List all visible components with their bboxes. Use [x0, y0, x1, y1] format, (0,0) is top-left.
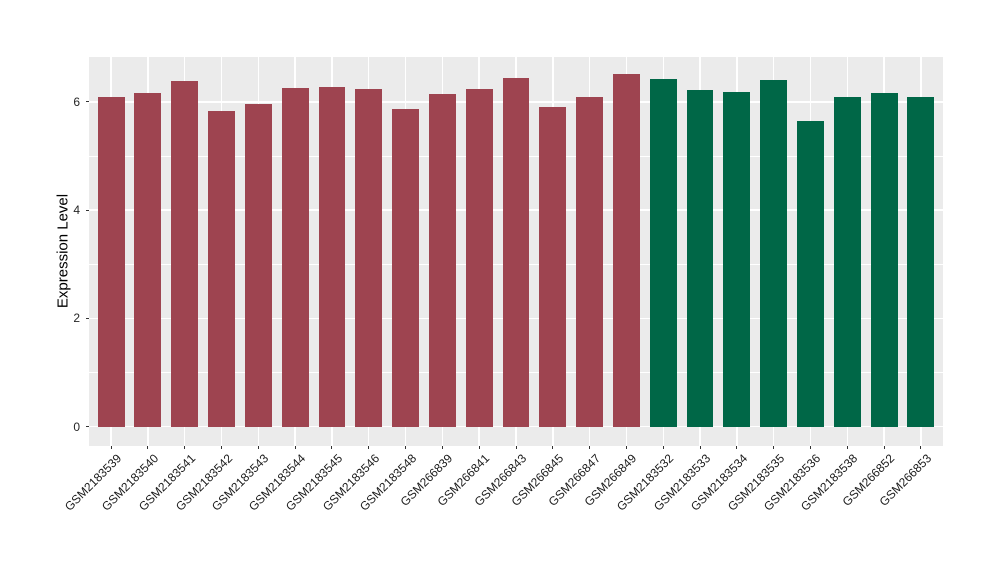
bar-GSM266853 — [907, 97, 935, 427]
x-tick-GSM2183542 — [221, 445, 223, 449]
x-tick-GSM266853 — [920, 445, 922, 449]
x-tick-GSM266839 — [441, 445, 443, 449]
x-tick-GSM2183536 — [809, 445, 811, 449]
bar-GSM2183545 — [318, 87, 346, 427]
x-tick-GSM2183533 — [699, 445, 701, 449]
bar-GSM2183539 — [97, 96, 125, 427]
x-tick-GSM266852 — [883, 445, 885, 449]
bar-GSM2183536 — [797, 121, 824, 427]
bar-GSM266849 — [612, 73, 640, 427]
bar-GSM2183532 — [649, 78, 677, 427]
y-tick-2 — [86, 317, 89, 319]
x-tick-GSM266843 — [515, 445, 517, 449]
bar-GSM266845 — [539, 107, 567, 427]
y-tick-label-4: 4 — [73, 203, 80, 218]
bar-GSM266852 — [870, 92, 898, 427]
x-tick-GSM266847 — [589, 445, 591, 449]
x-tick-GSM2183541 — [184, 445, 186, 449]
x-tick-GSM2183534 — [736, 445, 738, 449]
y-tick-6 — [86, 101, 89, 103]
bar-GSM266843 — [502, 78, 530, 427]
x-tick-GSM2183532 — [662, 445, 664, 449]
x-tick-GSM2183539 — [110, 445, 112, 449]
bar-GSM2183544 — [281, 87, 309, 427]
bar-GSM266841 — [465, 88, 493, 427]
bar-GSM266847 — [576, 97, 604, 427]
x-tick-GSM2183543 — [257, 445, 259, 449]
x-tick-GSM266845 — [552, 445, 554, 449]
x-tick-GSM266841 — [478, 445, 480, 449]
x-tick-GSM2183544 — [294, 445, 296, 449]
bar-GSM2183541 — [171, 80, 199, 427]
x-tick-GSM2183548 — [405, 445, 407, 449]
y-tick-0 — [86, 426, 89, 428]
x-tick-GSM2183545 — [331, 445, 333, 449]
x-tick-GSM2183540 — [147, 445, 149, 449]
x-tick-GSM2183535 — [773, 445, 775, 449]
y-tick-label-2: 2 — [73, 311, 80, 326]
bar-GSM2183540 — [134, 93, 162, 427]
bar-GSM2183535 — [760, 80, 788, 427]
y-tick-label-0: 0 — [73, 419, 80, 434]
x-tick-GSM266849 — [625, 445, 627, 449]
y-tick-4 — [86, 209, 89, 211]
bar-GSM2183546 — [355, 88, 383, 427]
plot-panel — [89, 56, 943, 446]
bar-GSM2183543 — [244, 104, 272, 427]
bar-GSM266839 — [428, 93, 456, 427]
y-tick-label-6: 6 — [73, 94, 80, 109]
x-tick-GSM2183546 — [368, 445, 370, 449]
bar-GSM2183548 — [392, 108, 419, 427]
bar-GSM2183538 — [833, 97, 861, 427]
bar-GSM2183534 — [723, 91, 751, 427]
bar-GSM2183542 — [208, 110, 235, 427]
bar-GSM2183533 — [686, 90, 714, 427]
x-tick-GSM2183538 — [846, 445, 848, 449]
